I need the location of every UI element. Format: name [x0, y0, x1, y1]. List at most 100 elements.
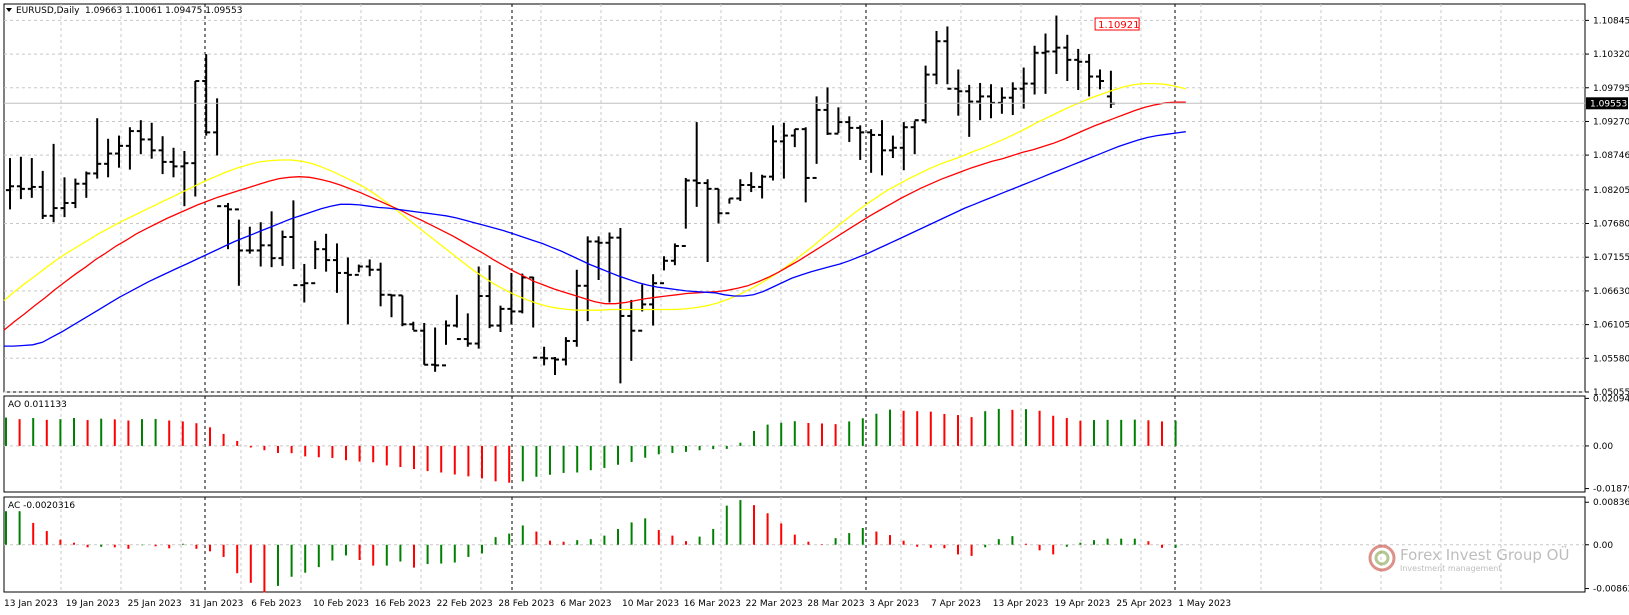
x-tick-label: 22 Feb 2023 — [437, 599, 493, 609]
x-tick-label: 13 Jan 2023 — [4, 599, 58, 609]
price-bar — [289, 200, 298, 287]
current-price-label: 1.09553 — [1590, 99, 1627, 109]
y-tick-label: -0.008623 — [1593, 585, 1629, 595]
watermark-tagline: Investment management — [1400, 564, 1501, 573]
price-bar — [452, 294, 461, 341]
price-bar — [616, 228, 625, 384]
x-tick-label: 3 Apr 2023 — [869, 599, 919, 609]
moving-average-line — [3, 82, 1186, 311]
price-bar — [856, 125, 865, 160]
price-bar — [343, 257, 352, 325]
y-tick-label: 0.00 — [1593, 442, 1613, 452]
dropdown-triangle-icon[interactable] — [6, 8, 12, 12]
price-bar — [169, 147, 178, 178]
x-tick-label: 19 Jan 2023 — [66, 599, 120, 609]
x-tick-label: 6 Mar 2023 — [560, 599, 611, 609]
y-tick-label: 1.06105 — [1593, 321, 1629, 331]
x-tick-label: 10 Feb 2023 — [313, 599, 369, 609]
price-bar — [801, 127, 810, 203]
price-bar — [845, 116, 854, 142]
price-bar — [561, 337, 570, 366]
price-bar — [409, 321, 418, 332]
price-bar — [442, 320, 450, 367]
x-tick-label: 10 Mar 2023 — [622, 599, 679, 609]
price-bar — [932, 30, 941, 85]
price-bar — [93, 118, 102, 179]
x-tick-label: 16 Feb 2023 — [375, 599, 431, 609]
price-bar — [474, 266, 483, 349]
y-tick-label: 1.10320 — [1593, 50, 1629, 60]
price-bars — [6, 15, 1115, 384]
price-bar — [311, 240, 320, 285]
price-bar — [888, 135, 897, 159]
price-bar — [572, 269, 581, 347]
x-tick-label: 7 Apr 2023 — [931, 599, 981, 609]
price-bar — [681, 177, 690, 247]
price-bar — [921, 65, 930, 124]
price-bar — [300, 263, 309, 303]
y-tick-label: 0.020947 — [1593, 394, 1629, 404]
price-bar — [910, 119, 919, 155]
x-tick-label: 19 Apr 2023 — [1055, 599, 1111, 609]
price-bar — [758, 174, 767, 199]
price-bar — [49, 143, 58, 223]
x-tick-label: 31 Jan 2023 — [189, 599, 243, 609]
price-bar — [954, 69, 963, 116]
price-bar — [943, 26, 952, 90]
price-bar — [1008, 82, 1017, 116]
x-tick-label: 25 Jan 2023 — [128, 599, 182, 609]
ao-label: AO 0.011133 — [8, 400, 67, 410]
price-bar — [82, 171, 91, 198]
price-bar — [1085, 54, 1094, 97]
y-tick-label: 1.07680 — [1593, 220, 1629, 230]
price-bar — [485, 265, 494, 329]
price-bar — [649, 274, 658, 326]
price-bar — [180, 150, 189, 207]
price-bar — [660, 256, 668, 285]
price-bar — [136, 120, 145, 155]
moving-average-line — [4, 131, 1186, 347]
price-bar — [867, 129, 876, 173]
x-tick-label: 28 Mar 2023 — [807, 599, 864, 609]
price-bar — [38, 170, 47, 220]
price-bar — [387, 293, 396, 318]
price-bar — [583, 236, 592, 322]
x-tick-label: 13 Apr 2023 — [993, 599, 1049, 609]
price-bar — [1074, 48, 1083, 91]
price-bar — [115, 135, 123, 168]
price-bar — [812, 96, 821, 179]
price-bar — [202, 54, 211, 136]
price-bar — [747, 172, 756, 193]
price-bar — [540, 346, 549, 366]
x-tick-label: 16 Mar 2023 — [684, 599, 741, 609]
price-bar — [224, 202, 232, 250]
y-tick-label: 0.00 — [1593, 541, 1613, 551]
watermark-logo-icon — [1368, 544, 1396, 572]
price-bar — [16, 156, 25, 200]
x-tick-label: 25 Apr 2023 — [1116, 599, 1172, 609]
price-bar — [551, 357, 559, 375]
price-bar — [463, 313, 472, 347]
price-bar — [703, 179, 712, 263]
y-tick-label: 1.09270 — [1593, 117, 1629, 127]
y-tick-label: 1.08746 — [1593, 151, 1629, 161]
y-tick-label: 1.05055 — [1593, 388, 1629, 398]
price-bar — [1052, 15, 1061, 74]
price-bar — [245, 226, 254, 254]
x-tick-label: 28 Feb 2023 — [498, 599, 554, 609]
price-bar — [496, 305, 505, 332]
price-bar — [365, 259, 374, 277]
price-bar — [878, 120, 886, 176]
price-bar — [147, 122, 156, 159]
x-tick-label: 6 Feb 2023 — [251, 599, 301, 609]
moving-average-line — [3, 101, 1186, 331]
price-bar — [725, 197, 734, 215]
price-bar — [507, 272, 516, 325]
price-bar — [1096, 69, 1104, 90]
high-annotation-box — [1094, 17, 1140, 31]
price-bar — [125, 127, 134, 170]
price-bar — [234, 208, 243, 286]
price-bar — [1030, 45, 1039, 95]
